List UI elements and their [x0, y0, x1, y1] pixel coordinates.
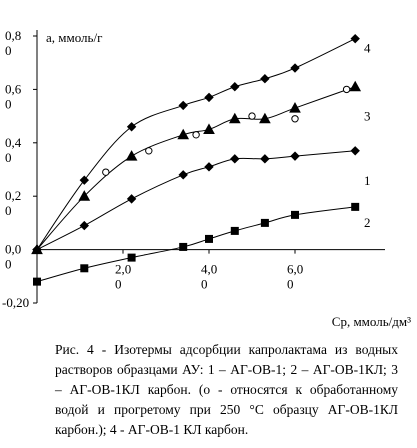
marker [342, 85, 351, 94]
y-tick-label: 0,8 0 [5, 28, 21, 58]
marker [259, 112, 271, 124]
series-label: 3 [364, 109, 371, 124]
marker [125, 150, 138, 161]
marker [260, 74, 270, 84]
marker [291, 115, 299, 123]
marker [126, 122, 137, 132]
marker [230, 82, 240, 92]
y-tick-label: 0,2 0 [5, 188, 21, 218]
marker [289, 102, 301, 113]
marker [145, 147, 153, 155]
marker [228, 112, 241, 124]
marker [126, 194, 137, 204]
series-label: 4 [364, 41, 371, 56]
marker [205, 234, 213, 243]
x-tick-label: 2,0 0 [115, 262, 131, 292]
marker [33, 277, 41, 286]
marker [349, 80, 362, 92]
marker [230, 226, 239, 235]
marker [291, 210, 299, 219]
series-label: 2 [364, 215, 371, 230]
marker [350, 33, 360, 44]
marker [178, 100, 188, 111]
marker [32, 244, 42, 255]
y-tick-label: 0,4 0 [5, 135, 22, 165]
marker [290, 151, 300, 161]
marker [102, 168, 110, 176]
series-line [36, 38, 356, 250]
marker [192, 131, 200, 139]
x-axis-label: Ср, ммоль/дм³ [332, 314, 411, 329]
series-label: 1 [364, 173, 371, 188]
marker [248, 112, 256, 120]
marker [290, 63, 300, 73]
marker [79, 175, 90, 185]
y-axis-label: a, ммоль/г [46, 30, 102, 45]
marker [204, 162, 214, 172]
marker [78, 190, 91, 201]
marker [260, 218, 269, 227]
marker [203, 123, 215, 134]
marker [260, 154, 270, 164]
marker [179, 242, 188, 251]
x-tick-label: 4,0 0 [201, 262, 217, 292]
chart: a, ммоль/г Ср, ммоль/дм³ -0,20 0,0 0 0,2 0 0,… [2, 28, 411, 329]
y-tick-label: 0,6 0 [5, 81, 22, 111]
marker [177, 128, 190, 140]
figure-caption: Рис. 4 - Изотермы адсорбции капролактама… [55, 342, 398, 437]
marker [178, 170, 188, 180]
marker [230, 154, 240, 164]
y-tick-label: -0,20 [2, 295, 29, 310]
marker [350, 146, 360, 156]
marker [204, 92, 214, 103]
marker [351, 202, 360, 211]
y-tick-label: 0,0 0 [5, 242, 21, 272]
x-tick-label: 6,0 0 [287, 262, 303, 292]
marker [127, 253, 136, 262]
marker [79, 220, 90, 231]
marker [80, 264, 89, 273]
